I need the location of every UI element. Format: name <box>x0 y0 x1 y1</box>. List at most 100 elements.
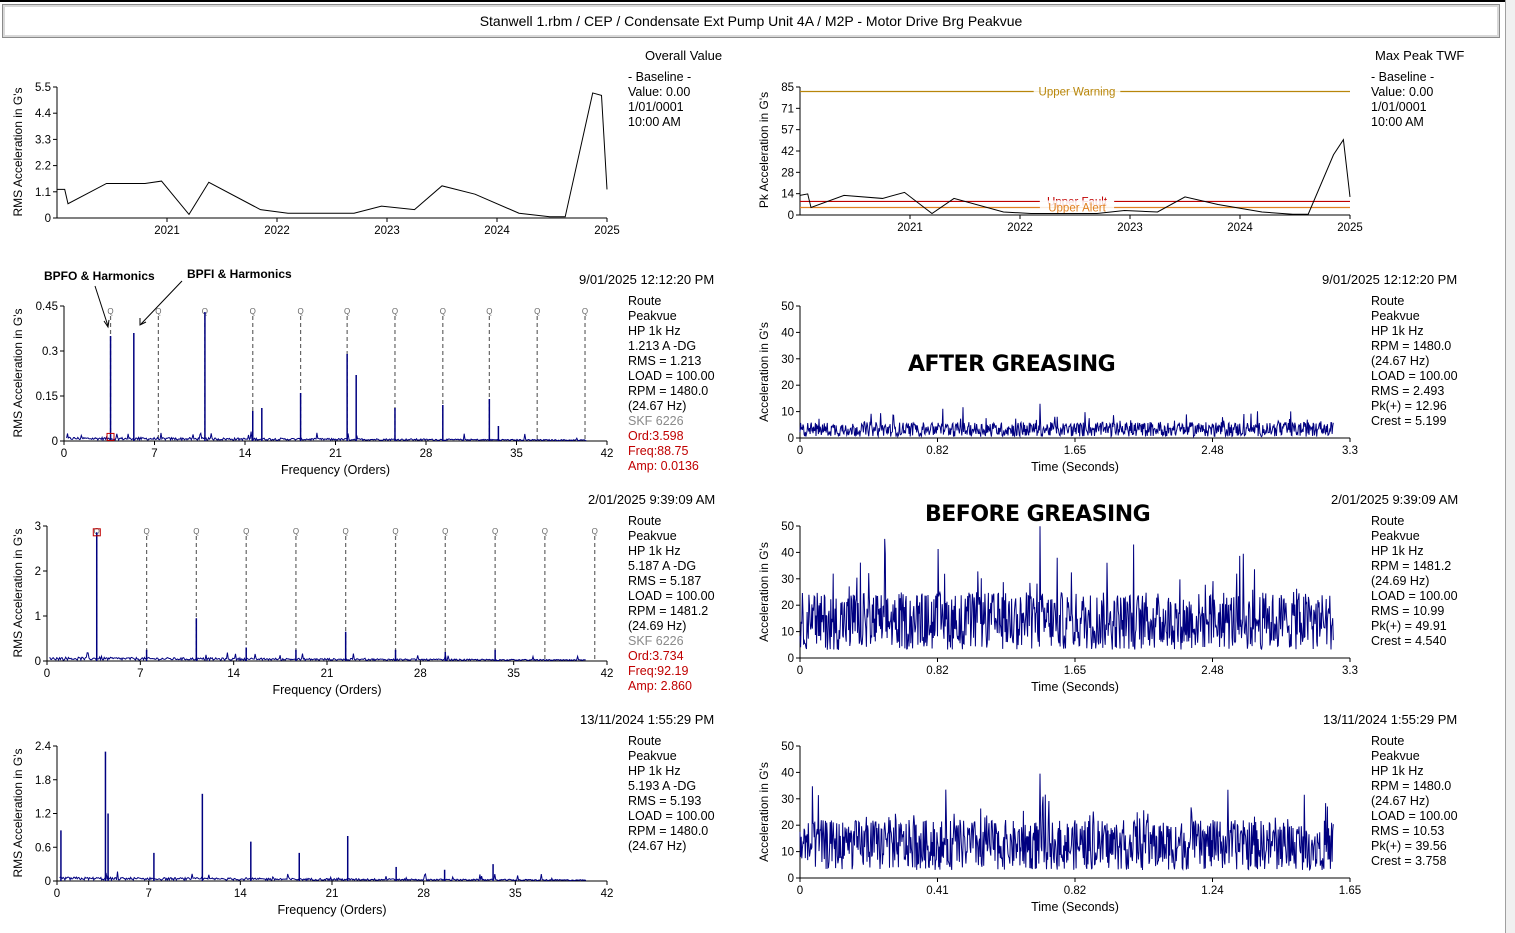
x-tick-label: 0.82 <box>926 445 948 457</box>
cursor-freq: Freq:92.19 <box>628 664 689 678</box>
y-axis-label: Acceleration in G's <box>757 542 771 642</box>
cursor-marker <box>106 432 115 441</box>
x-tick-label: 1.65 <box>1339 885 1361 897</box>
y-tick-label: 0 <box>35 656 41 668</box>
y-tick-label: 20 <box>781 820 794 832</box>
bearing-marker-label: Q <box>202 307 208 316</box>
baseline-time: 10:00 AM <box>1371 115 1424 129</box>
cursor-amp: Amp: 2.860 <box>628 679 692 693</box>
waveform1-timestamp: 9/01/2025 12:12:20 PM <box>1322 272 1458 287</box>
bearing-marker-label: Q <box>542 527 548 536</box>
x-tick-label: 2023 <box>374 225 400 237</box>
y-tick-label: 0.3 <box>42 346 58 358</box>
y-tick-label: 71 <box>781 103 794 115</box>
x-tick-label: 0.41 <box>926 885 948 897</box>
spectrum3-info: Route Peakvue HP 1k Hz 5.193 A -DG RMS = 5.… <box>628 734 715 853</box>
y-tick-label: 50 <box>781 521 794 533</box>
y-tick-label: 1.2 <box>35 809 51 821</box>
twf2-chart: 0 10 20 30 40 50 0 0.82 1.65 2.48 3.3 Acceleration … <box>757 521 1358 694</box>
x-axis-label: Frequency (Orders) <box>281 463 390 477</box>
spec2-chart: 0 1 2 3 0 7 14 21 28 35 42 RMS Acceleration in G's F… <box>11 521 613 697</box>
x-tick-label: 35 <box>507 668 520 680</box>
spectrum-noise-floor <box>59 871 587 882</box>
y-tick-label: 0.15 <box>36 391 58 403</box>
bearing-marker-label: Q <box>392 307 398 316</box>
x-tick-label: 42 <box>601 668 614 680</box>
trend-line <box>57 92 608 218</box>
bearing-marker-label: Q <box>94 527 100 536</box>
y-tick-label: 1.8 <box>35 775 51 787</box>
bpfo-arrowhead <box>103 319 110 329</box>
x-tick-label: 2022 <box>1007 222 1033 234</box>
y-tick-label: 0 <box>788 653 794 665</box>
x-tick-label: 0 <box>54 888 60 900</box>
trend-line <box>799 138 1351 215</box>
y-tick-label: 40 <box>781 767 794 779</box>
bearing-marker-label: Q <box>486 307 492 316</box>
y-axis-label: Acceleration in G's <box>757 322 771 422</box>
y-axis-label: Acceleration in G's <box>757 762 771 862</box>
y-tick-label: 0 <box>45 876 51 888</box>
bpfo-annotation: BPFO & Harmonics <box>44 269 155 283</box>
x-tick-label: 0 <box>61 448 67 460</box>
y-tick-label: 2.2 <box>35 161 51 173</box>
x-tick-label: 2021 <box>154 225 180 237</box>
x-tick-label: 0 <box>44 668 50 680</box>
x-tick-label: 0 <box>797 445 803 457</box>
x-axis-label: Frequency (Orders) <box>272 683 381 697</box>
y-tick-label: 2.4 <box>35 741 52 753</box>
x-tick-label: 28 <box>414 668 427 680</box>
y-axis-label: RMS Acceleration in G's <box>11 87 25 216</box>
spec1-chart: 0 0.15 0.3 0.45 0 7 14 21 28 35 42 RMS Acceleration… <box>11 301 613 477</box>
y-tick-label: 1 <box>35 611 41 623</box>
y-tick-label: 50 <box>781 741 794 753</box>
x-tick-label: 7 <box>151 448 157 460</box>
x-tick-label: 2.48 <box>1201 445 1223 457</box>
bearing-marker-label: Q <box>440 307 446 316</box>
y-tick-label: 0 <box>788 873 794 885</box>
y-tick-label: 2 <box>35 566 41 578</box>
y-axis-label: RMS Acceleration in G's <box>11 528 25 657</box>
bpfi-annotation: BPFI & Harmonics <box>187 267 292 281</box>
x-tick-label: 0.82 <box>926 665 948 677</box>
waveform-trace <box>799 526 1334 651</box>
cursor-order: Ord:3.734 <box>628 649 684 663</box>
cursor-amp: Amp: 0.0136 <box>628 459 699 473</box>
x-tick-label: 2023 <box>1117 222 1143 234</box>
spectrum-noise-floor <box>66 431 587 442</box>
y-tick-label: 20 <box>781 600 794 612</box>
overall-baseline-info: - Baseline - Value: 0.00 1/01/0001 10:00… <box>628 70 691 130</box>
x-tick-label: 21 <box>326 888 339 900</box>
threshold-label: Upper Warning <box>1039 87 1116 99</box>
x-tick-label: 21 <box>329 448 342 460</box>
y-tick-label: 30 <box>781 354 794 366</box>
x-axis-label: Time (Seconds) <box>1031 460 1119 474</box>
max-peak-header: Max Peak TWF <box>1375 48 1465 63</box>
y-tick-label: 40 <box>781 547 794 559</box>
x-tick-label: 35 <box>510 448 523 460</box>
y-tick-label: 57 <box>781 125 794 137</box>
bpfo-arrow <box>94 285 109 327</box>
x-tick-label: 14 <box>239 448 252 460</box>
bearing-marker-label: Q <box>442 527 448 536</box>
x-tick-label: 0.82 <box>1064 885 1086 897</box>
x-tick-label: 2024 <box>1227 222 1253 234</box>
y-tick-label: 0 <box>788 210 794 222</box>
x-tick-label: 42 <box>601 448 614 460</box>
overall-value-header: Overall Value <box>645 48 723 63</box>
y-tick-label: 0 <box>788 433 794 445</box>
y-tick-label: 0.6 <box>35 842 51 854</box>
bearing-label: SKF 6226 <box>628 414 684 428</box>
y-tick-label: 28 <box>781 167 794 179</box>
threshold-label-bg <box>1039 200 1115 214</box>
vertical-scrollbar[interactable] <box>1505 0 1515 933</box>
spectrum3-timestamp: 13/11/2024 1:55:29 PM <box>580 712 715 727</box>
bearing-marker-label: Q <box>155 307 161 316</box>
threshold-label: Upper Alert <box>1048 202 1106 214</box>
bearing-marker-label: Q <box>582 307 588 316</box>
window-title-bar: Stanwell 1.rbm / CEP / Condensate Ext Pu… <box>2 4 1500 38</box>
x-axis-label: Time (Seconds) <box>1031 900 1119 914</box>
bearing-marker-label: Q <box>250 307 256 316</box>
waveform3-info: Route Peakvue HP 1k Hz RPM = 1480.0 (24.67 … <box>1371 734 1458 868</box>
